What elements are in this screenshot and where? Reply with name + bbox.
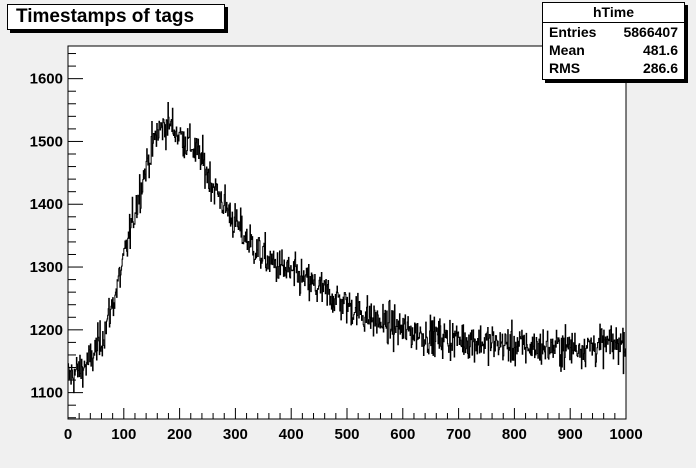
x-tick-label: 700 [446,426,471,443]
stats-label-rms: RMS [549,60,581,76]
stats-box: hTime Entries 5866407 Mean 481.6 RMS 286… [542,2,685,80]
x-tick-label: 1000 [609,426,642,443]
stats-label-mean: Mean [549,42,585,58]
stats-histogram-name: hTime [543,3,684,23]
plot-frame [67,45,627,420]
y-tick-label: 1300 [30,259,63,276]
histogram-series [68,102,626,394]
x-tick-label: 600 [390,426,415,443]
y-tick-label: 1200 [30,322,63,339]
y-tick-label: 1400 [30,196,63,213]
x-tick-label: 900 [558,426,583,443]
x-tick-label: 800 [502,426,527,443]
chart-title: Timestamps of tags [7,4,225,30]
x-tick-label: 200 [167,426,192,443]
x-tick-label: 500 [334,426,359,443]
stats-row-entries: Entries 5866407 [543,23,684,41]
x-tick-label: 300 [223,426,248,443]
stats-row-rms: RMS 286.6 [543,59,684,77]
stats-value-mean: 481.6 [642,42,678,58]
y-tick-label: 1100 [30,385,63,402]
y-tick-label: 1600 [30,71,63,88]
stats-value-entries: 5866407 [623,24,678,40]
stats-label-entries: Entries [549,24,597,40]
x-tick-label: 400 [279,426,304,443]
histogram-line [68,102,626,394]
stats-value-rms: 286.6 [642,60,678,76]
y-tick-label: 1500 [30,133,63,150]
stats-row-mean: Mean 481.6 [543,41,684,59]
axes: 0 100 200 300 400 500 600 700 800 900 1000 1100 1200… [30,53,643,443]
x-tick-label: 0 [64,426,72,443]
x-tick-label: 100 [111,426,136,443]
